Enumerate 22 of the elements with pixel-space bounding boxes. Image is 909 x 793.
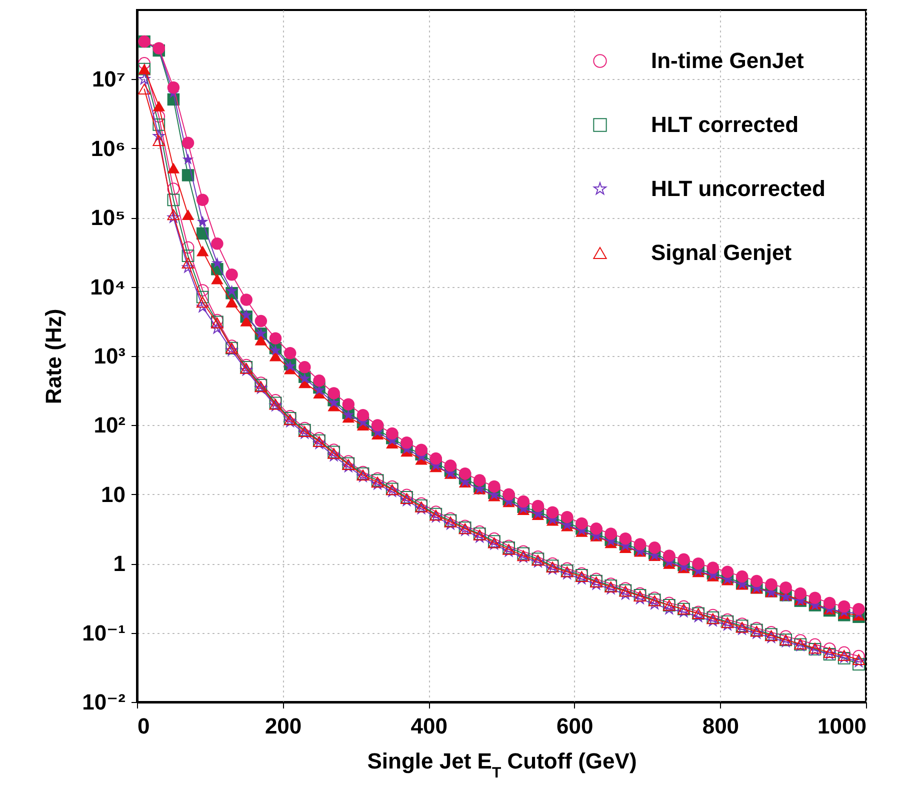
y-tick-label: 1 xyxy=(113,551,126,576)
x-tick-label: 0 xyxy=(138,714,150,738)
legend-label: HLT uncorrected xyxy=(651,176,826,201)
y-tick-label: 10³ xyxy=(94,344,126,368)
y-tick-label: 10⁻² xyxy=(82,690,126,714)
legend-label: HLT corrected xyxy=(651,112,799,137)
y-tick-label: 10 xyxy=(101,482,126,507)
y-tick-label: 10⁷ xyxy=(92,66,126,92)
y-tick-label: 10⁴ xyxy=(90,274,126,300)
x-tick-label: 800 xyxy=(702,714,740,738)
legend-label: In-time GenJet xyxy=(651,48,804,73)
x-tick-label: 1000 xyxy=(818,714,866,738)
x-tick-label: 400 xyxy=(410,714,448,738)
y-tick-label: 10² xyxy=(94,412,126,438)
y-tick-label: 10⁻¹ xyxy=(82,620,126,646)
x-tick-label: 200 xyxy=(264,714,302,738)
x-axis-title: Single Jet E$_{T}$ Cutoff (GeV) xyxy=(367,748,637,781)
x-tick-label: 600 xyxy=(556,714,594,738)
y-tick-label: 10⁵ xyxy=(90,205,126,230)
y-tick-label: 10⁶ xyxy=(90,136,126,161)
y-axis-title: Rate (Hz) xyxy=(41,308,66,404)
legend-label: Signal Genjet xyxy=(651,240,792,265)
